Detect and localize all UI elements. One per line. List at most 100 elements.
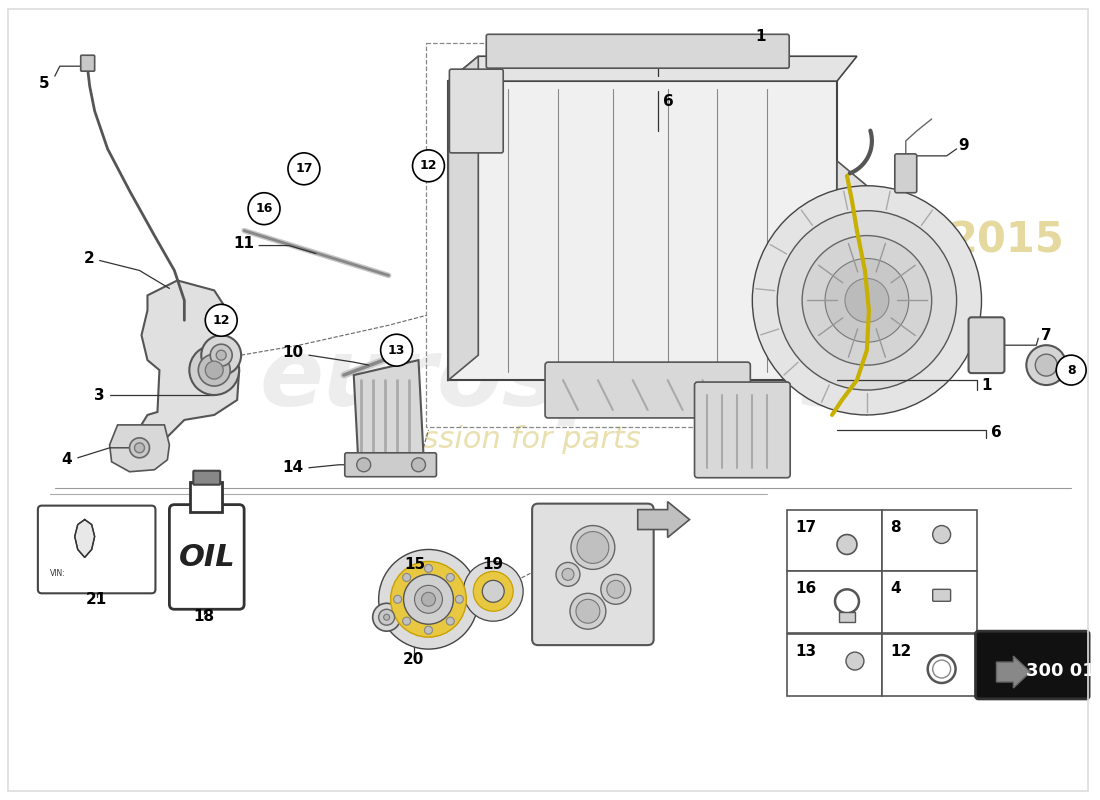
Polygon shape bbox=[449, 81, 837, 380]
Circle shape bbox=[846, 652, 864, 670]
Text: 17: 17 bbox=[295, 162, 312, 175]
Circle shape bbox=[378, 550, 478, 649]
Polygon shape bbox=[997, 656, 1031, 688]
Text: 12: 12 bbox=[212, 314, 230, 326]
FancyBboxPatch shape bbox=[169, 505, 244, 610]
Bar bbox=[788, 634, 882, 696]
Text: 8: 8 bbox=[890, 519, 901, 534]
FancyBboxPatch shape bbox=[80, 55, 95, 71]
Text: 6: 6 bbox=[662, 94, 673, 109]
Bar bbox=[788, 571, 882, 633]
Text: 9: 9 bbox=[958, 138, 969, 154]
Circle shape bbox=[562, 569, 574, 580]
Polygon shape bbox=[354, 360, 424, 470]
Text: 2: 2 bbox=[84, 251, 95, 266]
Text: 300 01: 300 01 bbox=[1026, 662, 1094, 680]
Text: 13: 13 bbox=[388, 344, 405, 357]
Circle shape bbox=[933, 526, 950, 543]
Text: 17: 17 bbox=[795, 519, 816, 534]
Circle shape bbox=[473, 571, 514, 611]
Text: VIN:: VIN: bbox=[50, 569, 66, 578]
Circle shape bbox=[198, 354, 230, 386]
Circle shape bbox=[425, 565, 432, 572]
Circle shape bbox=[415, 586, 442, 614]
Circle shape bbox=[570, 594, 606, 629]
Circle shape bbox=[403, 617, 410, 625]
Circle shape bbox=[576, 531, 608, 563]
Circle shape bbox=[390, 562, 466, 637]
Circle shape bbox=[394, 595, 402, 603]
Polygon shape bbox=[110, 425, 169, 472]
Bar bbox=[427, 43, 715, 427]
FancyBboxPatch shape bbox=[894, 154, 916, 193]
Circle shape bbox=[837, 534, 857, 554]
Bar bbox=[839, 612, 855, 622]
Circle shape bbox=[421, 592, 436, 606]
Circle shape bbox=[288, 153, 320, 185]
FancyBboxPatch shape bbox=[933, 590, 950, 602]
Circle shape bbox=[576, 599, 600, 623]
Text: 14: 14 bbox=[283, 460, 304, 475]
Circle shape bbox=[607, 580, 625, 598]
Circle shape bbox=[463, 562, 524, 622]
Polygon shape bbox=[449, 56, 478, 380]
Bar bbox=[882, 634, 977, 696]
Circle shape bbox=[384, 614, 389, 620]
Circle shape bbox=[249, 193, 280, 225]
Circle shape bbox=[1035, 354, 1057, 376]
Circle shape bbox=[206, 361, 223, 379]
FancyBboxPatch shape bbox=[546, 362, 750, 418]
Polygon shape bbox=[140, 281, 239, 442]
Text: 7: 7 bbox=[1042, 328, 1052, 342]
Circle shape bbox=[411, 458, 426, 472]
Bar bbox=[788, 510, 882, 571]
Text: 20: 20 bbox=[403, 651, 425, 666]
Circle shape bbox=[381, 334, 412, 366]
FancyBboxPatch shape bbox=[450, 69, 503, 153]
Text: a passion for parts: a passion for parts bbox=[356, 426, 640, 454]
Circle shape bbox=[601, 574, 630, 604]
Circle shape bbox=[130, 438, 150, 458]
FancyBboxPatch shape bbox=[976, 631, 1089, 699]
Circle shape bbox=[455, 595, 463, 603]
FancyBboxPatch shape bbox=[194, 470, 220, 485]
Circle shape bbox=[447, 617, 454, 625]
Polygon shape bbox=[75, 519, 95, 558]
Polygon shape bbox=[449, 56, 857, 81]
FancyBboxPatch shape bbox=[968, 318, 1004, 373]
FancyBboxPatch shape bbox=[694, 382, 790, 478]
Circle shape bbox=[825, 258, 909, 342]
Circle shape bbox=[403, 574, 410, 582]
Circle shape bbox=[571, 526, 615, 570]
Circle shape bbox=[217, 350, 227, 360]
Circle shape bbox=[404, 574, 453, 624]
Circle shape bbox=[356, 458, 371, 472]
Circle shape bbox=[378, 610, 395, 625]
FancyBboxPatch shape bbox=[486, 34, 789, 68]
Text: 8: 8 bbox=[1067, 364, 1076, 377]
Text: 12: 12 bbox=[420, 159, 437, 172]
Circle shape bbox=[210, 344, 232, 366]
Circle shape bbox=[82, 62, 92, 71]
FancyBboxPatch shape bbox=[37, 506, 155, 594]
Text: 1: 1 bbox=[756, 29, 766, 44]
FancyBboxPatch shape bbox=[344, 453, 437, 477]
Circle shape bbox=[425, 626, 432, 634]
Text: 21: 21 bbox=[86, 592, 108, 606]
Text: 18: 18 bbox=[194, 609, 214, 624]
Bar bbox=[882, 510, 977, 571]
Text: 6: 6 bbox=[991, 426, 1002, 440]
Text: eurospares: eurospares bbox=[260, 334, 857, 426]
Text: 2015: 2015 bbox=[948, 219, 1065, 262]
Circle shape bbox=[412, 150, 444, 182]
Text: 11: 11 bbox=[233, 236, 254, 251]
Circle shape bbox=[802, 235, 932, 365]
Text: 13: 13 bbox=[795, 644, 816, 659]
Circle shape bbox=[752, 186, 981, 415]
Polygon shape bbox=[638, 502, 690, 538]
Bar bbox=[882, 571, 977, 633]
Circle shape bbox=[482, 580, 504, 602]
Text: 16: 16 bbox=[795, 582, 816, 596]
Circle shape bbox=[206, 304, 238, 336]
Text: 15: 15 bbox=[404, 557, 425, 572]
